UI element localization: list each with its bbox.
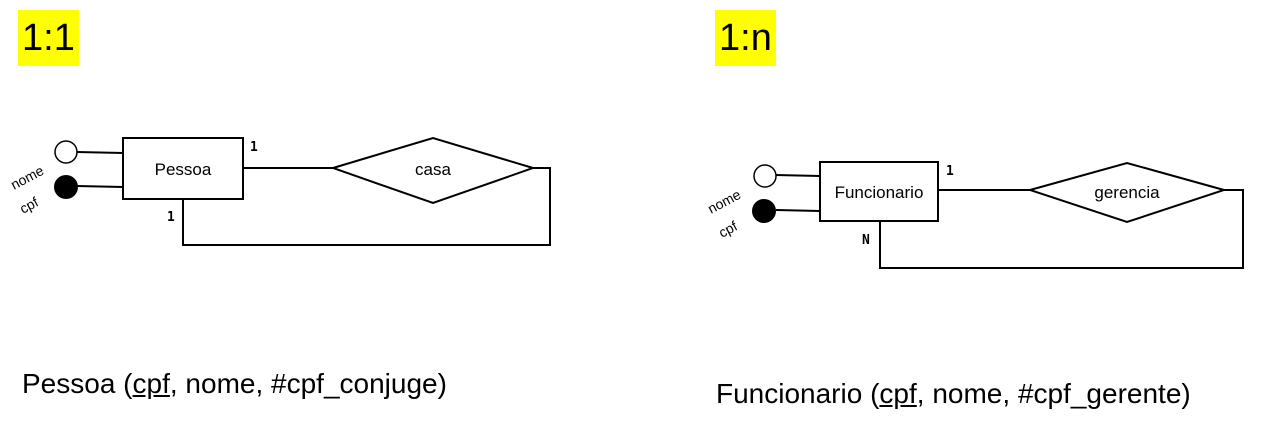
attr-key-label: cpf xyxy=(17,194,41,217)
cardinality-top: 1 xyxy=(250,140,258,155)
attr-name-label: nome xyxy=(8,162,47,193)
attr-key-label: cpf xyxy=(716,218,740,241)
er-diagram-one-to-one: nome cpf Pessoa 1 casa 1 xyxy=(8,136,551,246)
schema-table-name: Funcionario xyxy=(716,378,863,409)
key-attribute-circle-filled xyxy=(752,199,776,223)
relational-schema-right: Funcionario (cpf, nome, #cpf_gerente) xyxy=(716,378,1191,410)
attr-name-label: nome xyxy=(705,186,744,217)
attr-name-connector xyxy=(76,151,124,154)
title-badge-one-to-many: 1:n xyxy=(715,10,776,66)
schema-primary-key: cpf xyxy=(879,378,917,409)
entity-label: Pessoa xyxy=(155,160,212,179)
entity-box xyxy=(819,161,939,222)
relationship-label: gerencia xyxy=(1094,183,1160,202)
relationship-label: casa xyxy=(415,160,451,179)
attr-key-connector xyxy=(775,209,821,212)
schema-open-paren: ( xyxy=(862,378,880,409)
self-relationship-loop xyxy=(182,167,551,246)
cardinality-bottom: 1 xyxy=(167,210,175,225)
schema-remaining-columns: , nome, #cpf_conjuge) xyxy=(169,368,447,399)
attr-key-connector xyxy=(76,185,124,188)
key-attribute-circle-filled xyxy=(54,175,78,199)
self-relationship-loop xyxy=(879,189,1244,269)
attribute-circle-open xyxy=(54,140,78,164)
attribute-circle-open xyxy=(753,164,777,188)
entity-label: Funcionario xyxy=(835,183,924,202)
entity-box xyxy=(122,137,244,200)
schema-table-name: Pessoa xyxy=(22,368,116,399)
relational-schema-left: Pessoa (cpf, nome, #cpf_conjuge) xyxy=(22,368,447,400)
schema-remaining-columns: , nome, #cpf_gerente) xyxy=(916,378,1191,409)
cardinality-bottom: N xyxy=(862,233,870,248)
attr-name-connector xyxy=(775,174,821,177)
title-badge-one-to-one: 1:1 xyxy=(18,10,79,66)
schema-open-paren: ( xyxy=(115,368,133,399)
er-diagram-one-to-many: nome cpf Funcionario 1 gerencia N xyxy=(705,161,1244,269)
schema-primary-key: cpf xyxy=(132,368,170,399)
cardinality-top: 1 xyxy=(946,164,954,179)
